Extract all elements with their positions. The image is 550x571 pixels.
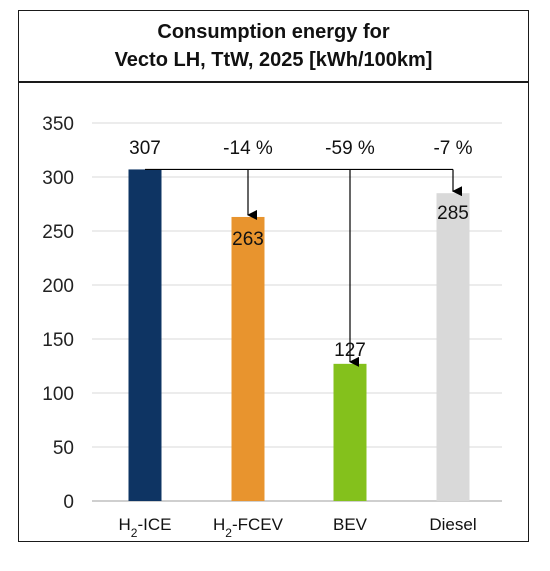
change-label-2: -59 %	[325, 138, 375, 159]
value-label-0: 307	[129, 138, 161, 159]
chart-title-line-1: Consumption energy for	[157, 21, 390, 43]
chart-frame: Consumption energy for Vecto LH, TtW, 20…	[18, 10, 529, 542]
category-label-2: BEV	[333, 515, 368, 534]
bar-2	[333, 363, 367, 501]
change-label-3: -7 %	[433, 138, 472, 159]
bar-0	[128, 169, 162, 501]
value-label-3: 285	[437, 203, 469, 224]
category-label-0: H2-ICE	[119, 515, 172, 540]
y-tick-label: 250	[42, 222, 74, 243]
bar-1	[231, 216, 265, 501]
y-tick-label: 50	[53, 438, 74, 459]
bar-3	[436, 193, 470, 501]
category-label-3: Diesel	[429, 515, 476, 534]
y-tick-label: 350	[42, 114, 74, 135]
value-label-2: 127	[334, 340, 366, 361]
change-label-1: -14 %	[223, 138, 273, 159]
y-tick-label: 200	[42, 276, 74, 297]
y-tick-label: 100	[42, 384, 74, 405]
y-tick-label: 150	[42, 330, 74, 351]
y-tick-label: 0	[63, 492, 74, 513]
y-tick-label: 300	[42, 168, 74, 189]
chart-title-line-2: Vecto LH, TtW, 2025 [kWh/100km]	[114, 49, 433, 71]
value-label-1: 263	[232, 229, 264, 250]
chart-title: Consumption energy for Vecto LH, TtW, 20…	[19, 11, 528, 83]
category-label-1: H2-FCEV	[213, 515, 284, 540]
